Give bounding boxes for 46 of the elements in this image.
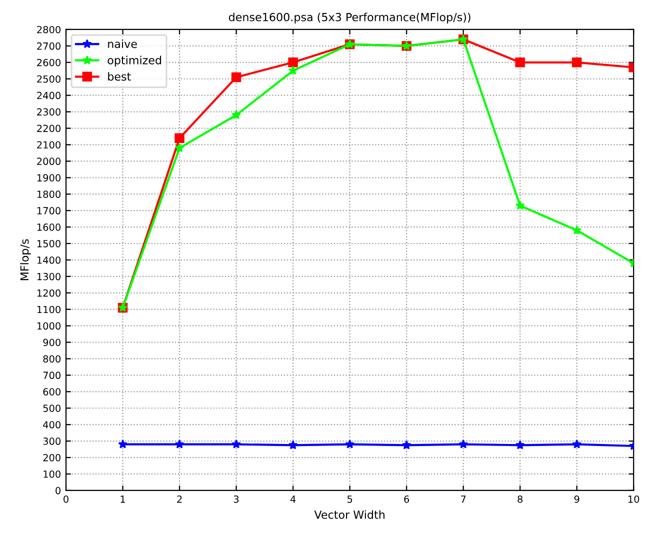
y-tick-label: 1100: [37, 306, 60, 314]
y-tick-label: 1400: [37, 256, 60, 264]
y-tick-label: 1700: [37, 207, 60, 214]
y-tick-label: 2700: [37, 42, 60, 50]
y-tick-label: 1000: [37, 322, 60, 330]
y-tick-label: 700: [43, 372, 60, 380]
y-tick-label: 2400: [37, 92, 60, 100]
y-tick-label: 2000: [37, 158, 60, 166]
x-tick-label: 2: [177, 495, 182, 503]
y-tick-label: 2600: [37, 58, 60, 66]
y-tick-label: 2800: [37, 26, 60, 34]
legend-label: naive: [108, 39, 137, 48]
y-tick-label: 500: [43, 404, 60, 412]
y-tick-label: 100: [44, 470, 60, 478]
legend-label: optimized: [108, 56, 162, 67]
x-tick-label: 4: [290, 496, 296, 503]
x-tick-label: 0: [64, 495, 68, 503]
y-tick-label: 800: [43, 355, 60, 363]
y-tick-label: 2200: [37, 124, 60, 132]
y-tick-label: 0: [56, 486, 60, 494]
x-tick-label: 1: [120, 496, 125, 503]
y-axis-title: MFlop/s: [20, 239, 31, 280]
x-tick-label: 6: [404, 495, 410, 503]
legend-label: best: [108, 72, 131, 81]
y-tick-label: 2300: [37, 108, 60, 116]
y-tick-label: 1900: [37, 174, 60, 182]
x-tick-label: 7: [461, 496, 466, 503]
x-axis-title: Vector Width: [314, 510, 384, 519]
y-tick-label: 1600: [37, 224, 60, 231]
x-tick-label: 10: [628, 495, 640, 503]
y-tick-label: 1500: [37, 240, 60, 248]
y-tick-label: 2500: [37, 75, 60, 83]
x-tick-label: 8: [518, 495, 523, 503]
x-tick-label: 5: [347, 496, 352, 503]
x-tick-label: 3: [234, 495, 239, 503]
y-tick-label: 300: [43, 438, 60, 445]
y-tick-label: 1300: [37, 272, 60, 280]
y-tick-label: 600: [43, 388, 60, 396]
y-tick-label: 200: [43, 454, 60, 462]
x-tick-label: 9: [574, 495, 580, 503]
chart-title: dense1600.psa (5x3 Performance(MFlop/s)): [228, 12, 470, 24]
y-tick-label: 2100: [37, 141, 60, 149]
y-tick-label: 1800: [37, 190, 60, 198]
y-tick-label: 900: [43, 338, 60, 346]
y-tick-label: 1200: [37, 289, 60, 297]
y-tick-label: 400: [43, 421, 60, 428]
